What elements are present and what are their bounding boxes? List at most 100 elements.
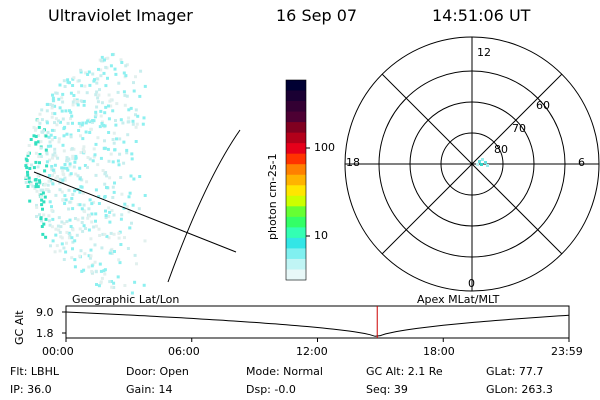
geo-pixel	[98, 234, 102, 237]
geo-pixel	[100, 276, 104, 280]
geo-pixel	[71, 228, 75, 232]
geo-pixel	[62, 134, 66, 138]
geo-pixel	[61, 178, 65, 182]
geo-pixel	[108, 176, 112, 180]
geo-pixel	[53, 104, 57, 108]
geo-pixel	[78, 254, 82, 258]
geo-pixel	[58, 249, 62, 253]
geo-pixel	[40, 203, 44, 207]
geo-pixel	[26, 151, 30, 155]
geo-pixel	[119, 217, 123, 221]
geo-pixel	[48, 158, 51, 162]
geo-pixel	[58, 177, 62, 181]
colorbar-segment	[286, 101, 306, 113]
geo-pixel	[124, 74, 128, 78]
geo-pixel	[129, 174, 133, 178]
polar-plot	[344, 36, 600, 292]
geo-pixel	[34, 151, 38, 155]
geo-pixel	[117, 236, 121, 240]
altitude-plot	[62, 305, 570, 342]
geo-pixel	[119, 176, 123, 179]
geo-pixel	[69, 135, 73, 139]
geo-pixel	[128, 226, 132, 230]
colorbar-segment	[286, 216, 306, 228]
geo-pixel	[82, 268, 86, 272]
geo-pixel	[110, 280, 113, 283]
geo-pixel	[61, 117, 65, 121]
geo-pixel	[39, 193, 43, 197]
geo-pixel	[65, 220, 69, 224]
geo-pixel	[80, 123, 84, 127]
geo-pixel	[68, 81, 71, 85]
geo-pixel	[86, 73, 90, 76]
geo-pixel	[65, 241, 68, 245]
geo-pixel	[61, 143, 65, 147]
geo-pixel	[33, 178, 37, 182]
geo-pixel	[89, 127, 93, 131]
geo-pixel	[90, 264, 94, 268]
geo-pixel	[51, 239, 55, 243]
geo-pixel	[142, 283, 146, 287]
geo-pixel	[90, 269, 94, 273]
geo-pixel	[41, 232, 45, 236]
geo-pixel	[93, 260, 97, 264]
geo-pixel	[67, 231, 71, 235]
geo-coastline	[167, 129, 241, 283]
geo-pixel	[91, 72, 95, 76]
dsp-info: Dsp: -0.0	[246, 383, 296, 396]
geo-pixel	[81, 137, 85, 141]
geo-pixel	[34, 141, 38, 145]
geo-pixel	[91, 119, 95, 122]
geo-pixel	[118, 152, 122, 156]
geo-pixel	[103, 111, 107, 115]
geo-pixel	[36, 185, 40, 189]
geo-pixel	[85, 180, 89, 184]
geo-pixel	[123, 236, 126, 240]
geo-pixel	[110, 251, 114, 255]
geo-pixel	[78, 177, 82, 181]
polar-pixel	[481, 158, 484, 161]
geo-pixel	[68, 109, 71, 113]
geo-pixel	[83, 84, 87, 88]
geo-pixel	[101, 232, 105, 236]
glon-info: GLon: 263.3	[486, 383, 553, 396]
geo-pixel	[51, 96, 55, 100]
geo-pixel	[104, 209, 107, 213]
geo-pixel	[92, 225, 96, 229]
geo-pixel	[80, 221, 84, 224]
geo-pixel	[95, 81, 99, 85]
geo-pixel	[125, 205, 129, 209]
geo-pixel	[71, 240, 75, 244]
geo-pixel	[100, 246, 104, 250]
geo-pixel	[94, 113, 98, 117]
geo-pixel	[70, 114, 74, 118]
colorbar-segment	[286, 153, 306, 165]
geo-pixel	[120, 213, 124, 217]
geo-pixel	[76, 203, 80, 207]
geo-pixel	[34, 127, 38, 131]
polar-pixel	[486, 164, 489, 167]
geo-pixel	[60, 166, 64, 170]
geo-pixel	[71, 247, 74, 251]
geo-pixel	[44, 217, 48, 221]
geo-pixel	[103, 272, 107, 276]
colorbar-unit-label: photon cm-2s-1	[266, 153, 279, 240]
geo-pixel	[126, 133, 130, 137]
geo-pixel	[50, 128, 54, 132]
geo-pixel	[51, 99, 55, 103]
geo-pixel	[63, 178, 67, 182]
geo-pixel	[43, 195, 47, 199]
geo-pixel	[45, 164, 49, 168]
geo-pixel	[127, 108, 131, 112]
geo-pixel	[109, 104, 113, 108]
polar-label-6: 6	[578, 156, 585, 169]
geo-pixel	[25, 161, 29, 165]
geo-pixel	[59, 235, 63, 239]
geo-pixel	[77, 129, 81, 132]
geo-pixel	[143, 194, 147, 197]
geo-pixel	[24, 175, 28, 179]
geo-pixel	[71, 207, 75, 211]
colorbar-segment	[286, 237, 306, 250]
geo-pixel	[131, 119, 135, 123]
polar-pixel	[476, 163, 479, 166]
